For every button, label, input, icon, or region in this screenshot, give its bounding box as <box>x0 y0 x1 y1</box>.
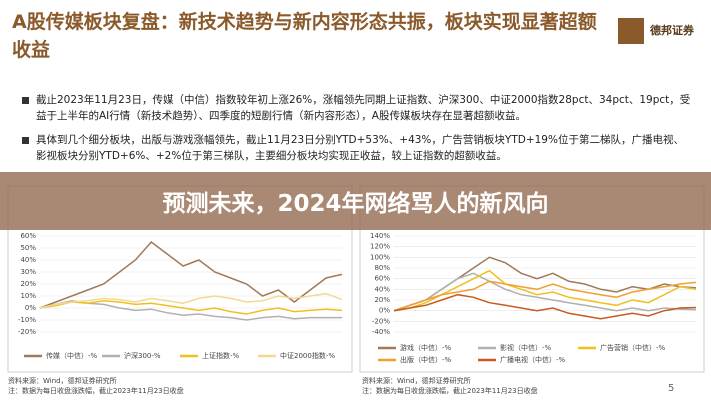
legend-label: 广播电视（中信）-% <box>500 355 566 364</box>
legend-label: 出版（中信）-% <box>400 355 452 364</box>
y-tick-label: 30% <box>20 268 36 276</box>
y-tick-label: 40% <box>374 285 390 293</box>
legend-label: 影视（中信）-% <box>500 343 552 352</box>
legend-label: 广告营销（中信）-% <box>600 343 666 352</box>
bullet: 截止2023年11月23日，传媒（中信）指数较年初上涨26%，涨幅领先同期上证指… <box>22 92 694 124</box>
series-line <box>39 240 343 309</box>
page-number: 5 <box>668 383 675 394</box>
y-tick-label: 50% <box>20 244 36 252</box>
source-block: 资料来源：Wind，德邦证券研究所 注：数据为每日收盘涨跌幅，截止2023年11… <box>8 376 184 396</box>
y-tick-label: 0% <box>379 307 390 315</box>
y-tick-label: 100% <box>370 253 390 261</box>
y-tick-label: 120% <box>370 243 390 251</box>
source-block: 资料来源：Wind，德邦证券研究所 注：数据为每日收盘涨跌幅，截止2023年11… <box>362 376 538 396</box>
legend-label: 上证指数-% <box>202 351 240 360</box>
y-tick-label: 40% <box>20 256 36 264</box>
logo-text: 德邦证券 <box>650 24 694 37</box>
bullet-list: 截止2023年11月23日，传媒（中信）指数较年初上涨26%，涨幅领先同期上证指… <box>22 92 694 172</box>
series-line <box>39 300 343 315</box>
y-tick-label: -20% <box>18 328 36 336</box>
source: 资料来源：Wind，德邦证券研究所 <box>8 377 117 385</box>
series-line <box>393 280 697 312</box>
note: 注：数据为每日收盘涨跌幅，截止2023年11月23日收盘 <box>8 387 184 395</box>
y-tick-label: 140% <box>370 232 390 240</box>
series-line <box>393 269 697 312</box>
note: 注：数据为每日收盘涨跌幅，截止2023年11月23日收盘 <box>362 387 538 395</box>
y-tick-label: 10% <box>20 292 36 300</box>
y-tick-label: -20% <box>372 317 390 325</box>
logo-icon <box>618 18 644 44</box>
logo: 德邦证券 <box>618 14 698 54</box>
y-tick-label: 60% <box>374 275 390 283</box>
source: 资料来源：Wind，德邦证券研究所 <box>362 377 471 385</box>
y-tick-label: 60% <box>20 232 36 240</box>
series-line <box>39 292 343 309</box>
series-line <box>393 272 697 312</box>
legend-label: 中证2000指数-% <box>280 351 335 360</box>
y-tick-label: -10% <box>18 316 36 324</box>
y-tick-label: 80% <box>374 264 390 272</box>
slide-title: A股传媒板块复盘：新技术趋势与新内容形态共振，板块实现显著超额收益 <box>12 11 597 61</box>
y-tick-label: -40% <box>372 328 390 336</box>
series-line <box>393 293 697 320</box>
bullet: 具体到几个细分板块，出版与游戏涨幅领先，截止11月23日分别YTD+53%、+4… <box>22 132 694 164</box>
legend-label: 传媒（中信）-% <box>46 351 98 360</box>
y-tick-label: 0% <box>25 304 36 312</box>
banner: 预测未来，2024年网络骂人的新风向 <box>0 172 711 230</box>
y-tick-label: 20% <box>374 296 390 304</box>
legend-label: 沪深300-% <box>124 351 161 360</box>
series-line <box>393 256 697 312</box>
y-tick-label: 20% <box>20 280 36 288</box>
legend-label: 游戏（中信）-% <box>400 343 452 352</box>
